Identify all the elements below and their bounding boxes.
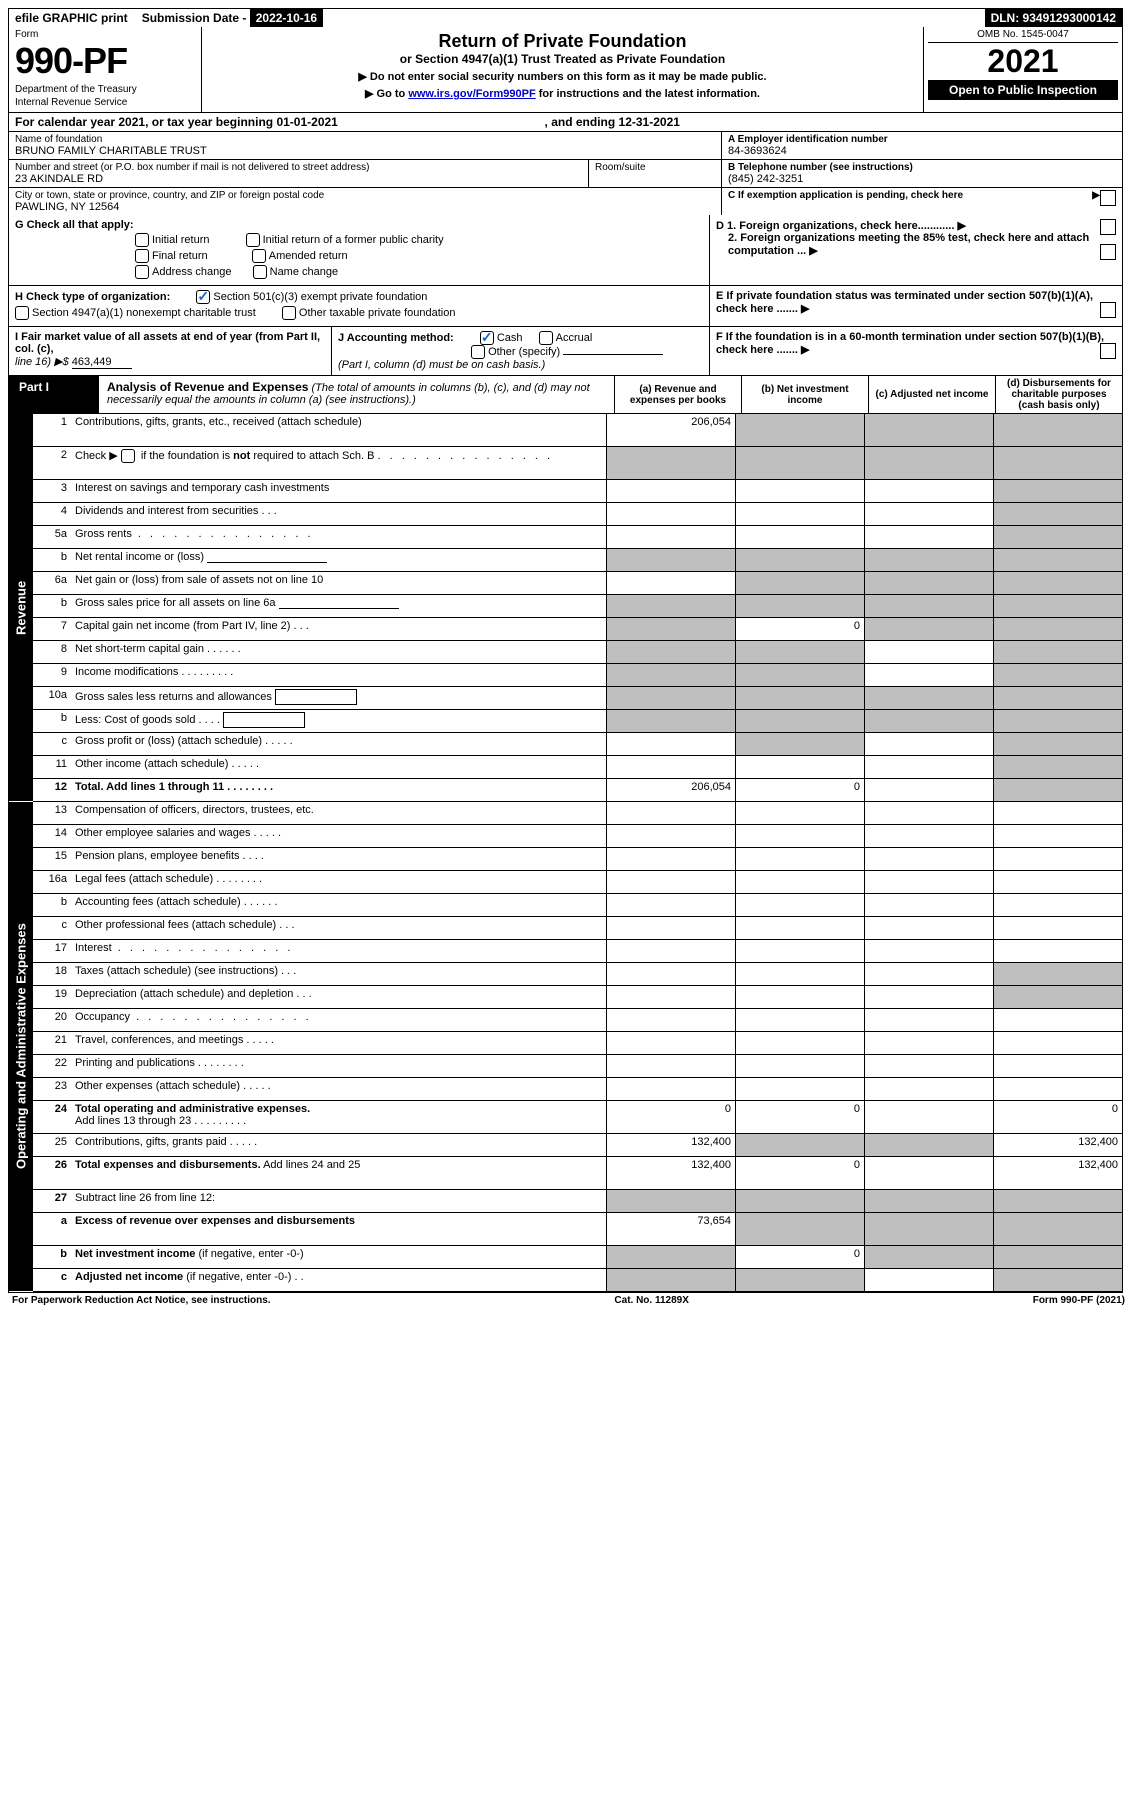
r25-a: 132,400: [606, 1134, 735, 1156]
col-c-header: (c) Adjusted net income: [869, 376, 996, 413]
room-suite-label: Room/suite: [595, 162, 715, 173]
i-label: I Fair market value of all assets at end…: [15, 331, 320, 355]
g-label: G Check all that apply:: [15, 219, 134, 231]
r12-b: 0: [735, 779, 864, 801]
header-right: OMB No. 1545-0047 2021 Open to Public In…: [923, 27, 1122, 112]
omb-number: OMB No. 1545-0047: [928, 29, 1118, 43]
r26-b: 0: [735, 1157, 864, 1189]
irs-link[interactable]: www.irs.gov/Form990PF: [408, 88, 535, 100]
form-number: 990-PF: [15, 40, 195, 82]
g-d-row: G Check all that apply: Initial return I…: [9, 215, 1122, 286]
revenue-side-label: Revenue: [9, 414, 33, 802]
c-checkbox[interactable]: [1100, 190, 1116, 206]
open-inspection: Open to Public Inspection: [928, 80, 1118, 100]
street-address: 23 AKINDALE RD: [15, 173, 582, 185]
chk-name-change[interactable]: [253, 265, 267, 279]
col-a-header: (a) Revenue and expenses per books: [615, 376, 742, 413]
city-state-zip: PAWLING, NY 12564: [15, 201, 715, 213]
r27b-b: 0: [735, 1246, 864, 1268]
submission-date-label: Submission Date - 2022-10-16: [136, 9, 331, 27]
foundation-name-cell: Name of foundation BRUNO FAMILY CHARITAB…: [9, 132, 721, 160]
part1-header: Part I Analysis of Revenue and Expenses …: [9, 376, 1122, 414]
footer-left: For Paperwork Reduction Act Notice, see …: [12, 1295, 271, 1306]
dept-treasury: Department of the Treasury: [15, 84, 195, 95]
f-label: F If the foundation is in a 60-month ter…: [716, 331, 1104, 356]
chk-initial-return[interactable]: [135, 233, 149, 247]
r7-b: 0: [735, 618, 864, 640]
form-990pf: efile GRAPHIC print Submission Date - 20…: [8, 8, 1123, 1293]
j-note: (Part I, column (d) must be on cash basi…: [338, 359, 545, 371]
header-row: Form 990-PF Department of the Treasury I…: [9, 27, 1122, 113]
phone-cell: B Telephone number (see instructions) (8…: [722, 160, 1122, 188]
d2-checkbox[interactable]: [1100, 244, 1116, 260]
chk-sch-b[interactable]: [121, 449, 135, 463]
chk-address-change[interactable]: [135, 265, 149, 279]
city-cell: City or town, state or province, country…: [9, 188, 721, 215]
exemption-pending-cell: C If exemption application is pending, c…: [722, 188, 1122, 203]
chk-4947a1[interactable]: [15, 306, 29, 320]
r24-d: 0: [993, 1101, 1122, 1133]
col-d-header: (d) Disbursements for charitable purpose…: [996, 376, 1122, 413]
expenses-side-label: Operating and Administrative Expenses: [9, 802, 33, 1292]
i-j-f-row: I Fair market value of all assets at end…: [9, 327, 1122, 376]
part1-label: Part I: [9, 376, 99, 413]
d1-checkbox[interactable]: [1100, 219, 1116, 235]
address-row: Number and street (or P.O. box number if…: [9, 160, 721, 188]
e-checkbox[interactable]: [1100, 302, 1116, 318]
j-label: J Accounting method:: [338, 332, 454, 344]
page-footer: For Paperwork Reduction Act Notice, see …: [8, 1293, 1129, 1308]
info-block: Name of foundation BRUNO FAMILY CHARITAB…: [9, 132, 1122, 215]
topbar-spacer: [331, 9, 984, 27]
chk-final-return[interactable]: [135, 249, 149, 263]
r12-a: 206,054: [606, 779, 735, 801]
efile-label: efile GRAPHIC print: [9, 9, 136, 27]
ein: 84-3693624: [728, 145, 1116, 157]
revenue-section: Revenue 1Contributions, gifts, grants, e…: [9, 414, 1122, 802]
chk-accrual[interactable]: [539, 331, 553, 345]
dln-label: DLN: 93491293000142: [985, 9, 1122, 27]
dept-irs: Internal Revenue Service: [15, 97, 195, 108]
e-label: E If private foundation status was termi…: [716, 290, 1093, 315]
ein-cell: A Employer identification number 84-3693…: [722, 132, 1122, 160]
part1-desc: Analysis of Revenue and Expenses (The to…: [99, 376, 615, 413]
chk-initial-former[interactable]: [246, 233, 260, 247]
fmv-value: 463,449: [72, 356, 132, 369]
r24-b: 0: [735, 1101, 864, 1133]
header-center: Return of Private Foundation or Section …: [202, 27, 923, 112]
header-note2: ▶ Go to www.irs.gov/Form990PF for instru…: [210, 87, 915, 100]
footer-catno: Cat. No. 11289X: [614, 1295, 688, 1306]
tax-year: 2021: [928, 43, 1118, 80]
r24-a: 0: [606, 1101, 735, 1133]
d2-label: 2. Foreign organizations meeting the 85%…: [728, 232, 1089, 257]
phone-number: (845) 242-3251: [728, 173, 1116, 185]
d1-label: D 1. Foreign organizations, check here..…: [716, 220, 954, 232]
chk-amended-return[interactable]: [252, 249, 266, 263]
footer-right: Form 990-PF (2021): [1033, 1295, 1125, 1306]
chk-cash[interactable]: [480, 331, 494, 345]
foundation-name: BRUNO FAMILY CHARITABLE TRUST: [15, 145, 715, 157]
chk-other-taxable[interactable]: [282, 306, 296, 320]
chk-other-method[interactable]: [471, 345, 485, 359]
form-subtitle: or Section 4947(a)(1) Trust Treated as P…: [210, 52, 915, 66]
expenses-section: Operating and Administrative Expenses 13…: [9, 802, 1122, 1292]
r26-d: 132,400: [993, 1157, 1122, 1189]
col-b-header: (b) Net investment income: [742, 376, 869, 413]
header-left: Form 990-PF Department of the Treasury I…: [9, 27, 202, 112]
header-note1: ▶ Do not enter social security numbers o…: [210, 70, 915, 83]
form-word: Form: [15, 29, 195, 40]
h-e-row: H Check type of organization: Section 50…: [9, 286, 1122, 327]
r26-a: 132,400: [606, 1157, 735, 1189]
form-title: Return of Private Foundation: [210, 31, 915, 52]
top-bar: efile GRAPHIC print Submission Date - 20…: [9, 9, 1122, 27]
f-checkbox[interactable]: [1100, 343, 1116, 359]
r25-d: 132,400: [993, 1134, 1122, 1156]
r27a-a: 73,654: [606, 1213, 735, 1245]
calendar-year-line: For calendar year 2021, or tax year begi…: [9, 113, 1122, 132]
chk-501c3[interactable]: [196, 290, 210, 304]
r1-a: 206,054: [606, 414, 735, 446]
h-label: H Check type of organization:: [15, 291, 170, 303]
